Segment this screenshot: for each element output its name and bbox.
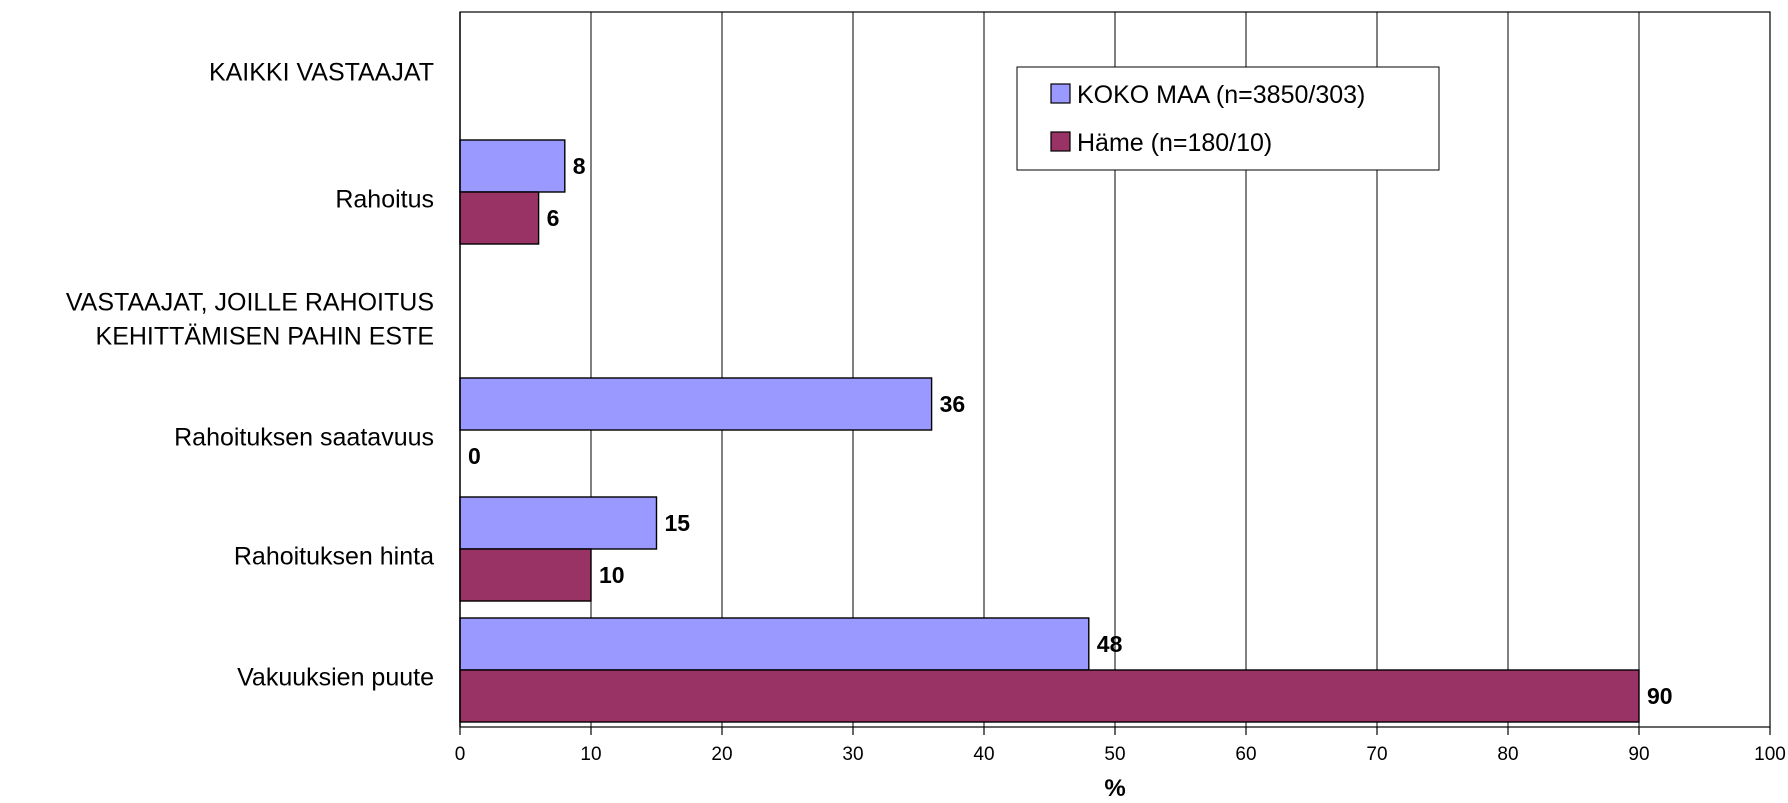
bar-rahoituksen-hinta-hame-n-180-10 — [459, 548, 592, 602]
legend-swatch-koko-maa — [1050, 83, 1071, 104]
legend-box — [1016, 66, 1440, 171]
x-tick-label-60: 60 — [1235, 744, 1256, 765]
x-tick-label-10: 10 — [580, 744, 601, 765]
category-label-rahoituksen-saatavuus: Rahoituksen saatavuus — [174, 424, 434, 452]
bar-vakuuksien-puute-hame-n-180-10 — [459, 669, 1640, 723]
x-tick-label-40: 40 — [973, 744, 994, 765]
bar-rahoituksen-hinta-koko-maa-n-3850-303 — [459, 496, 658, 550]
x-tick-label-0: 0 — [455, 744, 466, 765]
x-tick-label-80: 80 — [1497, 744, 1518, 765]
bars: 8 36 15 48 6 0 10 90 — [459, 139, 1673, 723]
x-tick-label-70: 70 — [1366, 744, 1387, 765]
data-label-vakuuksien-puute-hame-n-180-10: 90 — [1647, 683, 1673, 709]
legend-swatch-hame — [1050, 131, 1071, 152]
x-tick-label-20: 20 — [711, 744, 732, 765]
bar-vakuuksien-puute-koko-maa-n-3850-303 — [459, 617, 1090, 671]
data-label-rahoituksen-saatavuus-hame-n-180-10: 0 — [468, 443, 481, 469]
legend: KOKO MAA (n=3850/303) Häme (n=180/10) — [1016, 66, 1440, 171]
data-label-vakuuksien-puute-koko-maa-n-3850-303: 48 — [1097, 631, 1123, 657]
data-label-rahoituksen-hinta-hame-n-180-10: 10 — [599, 562, 625, 588]
legend-label-hame: Häme (n=180/10) — [1077, 129, 1272, 157]
legend-label-koko-maa: KOKO MAA (n=3850/303) — [1077, 81, 1365, 109]
category-label-kaikki-vastaajat: KAIKKI VASTAAJAT — [209, 59, 434, 87]
x-tick-label-30: 30 — [842, 744, 863, 765]
data-label-rahoitus-hame-n-180-10: 6 — [547, 205, 560, 231]
category-label-rahoituksen-hinta: Rahoituksen hinta — [234, 543, 434, 571]
x-tick-label-90: 90 — [1628, 744, 1649, 765]
x-axis-title: % — [1104, 775, 1125, 802]
category-label-vastaajat-joille-rahoitus-kehittamisen-pahin-este: VASTAAJAT, JOILLE RAHOITUS KEHITTÄMISEN P… — [66, 289, 434, 351]
x-axis: 0 10 20 30 40 50 60 70 80 90 100 — [455, 12, 1786, 765]
category-labels: KAIKKI VASTAAJAT Rahoitus VASTAAJAT, JOILL… — [66, 59, 434, 692]
data-label-rahoituksen-saatavuus-koko-maa-n-3850-303: 36 — [940, 391, 966, 417]
x-tick-label-100: 100 — [1754, 744, 1786, 765]
data-label-rahoitus-koko-maa-n-3850-303: 8 — [573, 153, 586, 179]
category-label-vakuuksien-puute: Vakuuksien puute — [237, 664, 434, 692]
data-label-rahoituksen-hinta-koko-maa-n-3850-303: 15 — [665, 510, 691, 536]
bar-rahoitus-koko-maa-n-3850-303 — [459, 139, 566, 193]
bar-rahoituksen-saatavuus-koko-maa-n-3850-303 — [459, 377, 933, 431]
x-tick-label-50: 50 — [1104, 744, 1125, 765]
bar-rahoitus-hame-n-180-10 — [459, 191, 540, 245]
category-label-rahoitus: Rahoitus — [335, 186, 434, 214]
